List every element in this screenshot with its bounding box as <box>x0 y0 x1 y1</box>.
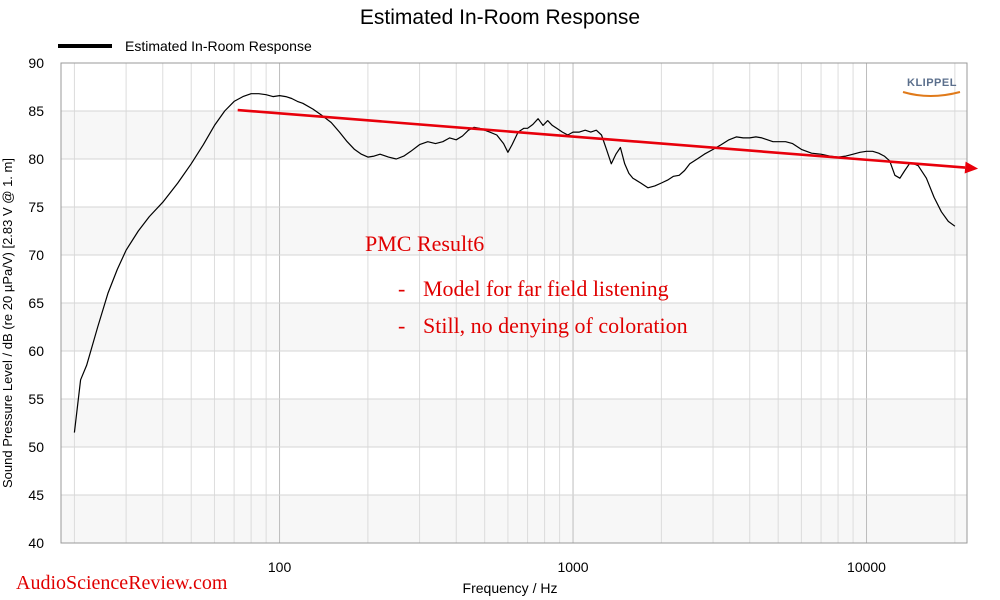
plot-band <box>61 495 967 543</box>
x-axis-label: Frequency / Hz <box>463 580 558 596</box>
trend-arrow <box>237 108 979 174</box>
annotation-heading: PMC Result6 <box>365 231 484 256</box>
trend-line <box>237 108 966 169</box>
y-axis-label: Sound Pressure Level / dB (re 20 µPa/V) … <box>0 158 15 488</box>
chart-title: Estimated In-Room Response <box>360 6 640 29</box>
y-tick-label: 85 <box>28 103 44 119</box>
klippel-logo-swoosh <box>902 91 961 97</box>
x-tick-labels: 100 1000 10000 <box>268 559 886 575</box>
annotation-bullet-dash-1: - <box>398 276 405 301</box>
watermark: AudioScienceReview.com <box>16 572 228 594</box>
plot-band <box>61 159 967 207</box>
plot-band <box>61 111 967 159</box>
plot-band <box>61 63 967 111</box>
annotation-bullet-1: Model for far field listening <box>423 276 669 301</box>
y-tick-labels: 40 45 50 55 60 65 70 75 80 85 90 <box>28 55 44 551</box>
annotation: PMC Result6 - Model for far field listen… <box>365 231 688 338</box>
y-tick-label: 50 <box>28 439 44 455</box>
y-tick-label: 70 <box>28 247 44 263</box>
legend: Estimated In-Room Response <box>58 38 312 54</box>
plot-band <box>61 303 967 351</box>
y-tick-label: 75 <box>28 199 44 215</box>
annotation-bullet-2: Still, no denying of coloration <box>423 313 688 338</box>
x-tick-label: 1000 <box>557 559 588 575</box>
x-tick-label: 10000 <box>847 559 886 575</box>
trend-arrowhead <box>964 161 979 174</box>
y-tick-label: 65 <box>28 295 44 311</box>
y-tick-label: 80 <box>28 151 44 167</box>
y-tick-label: 55 <box>28 391 44 407</box>
y-tick-label: 40 <box>28 535 44 551</box>
plot-band <box>61 351 967 399</box>
plot-band <box>61 447 967 495</box>
plot-band <box>61 399 967 447</box>
plot-band <box>61 255 967 303</box>
plot-band <box>61 207 967 255</box>
annotation-bullet-dash-2: - <box>398 313 405 338</box>
legend-label: Estimated In-Room Response <box>125 38 312 54</box>
y-tick-label: 45 <box>28 487 44 503</box>
plot-frame <box>60 62 968 544</box>
klippel-logo-text: KLIPPEL <box>907 77 957 89</box>
plot-grid <box>61 62 967 544</box>
plot-bands <box>61 63 967 543</box>
series-line-in-room-response <box>73 93 956 433</box>
y-tick-label: 90 <box>28 55 44 71</box>
y-tick-label: 60 <box>28 343 44 359</box>
x-tick-label: 100 <box>268 559 292 575</box>
klippel-logo: KLIPPEL <box>902 77 961 97</box>
